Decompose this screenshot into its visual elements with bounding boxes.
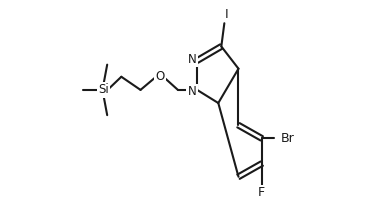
Text: F: F: [258, 186, 265, 199]
Text: Si: Si: [98, 83, 108, 96]
Text: N: N: [187, 53, 197, 66]
Text: N: N: [187, 85, 197, 98]
Text: I: I: [225, 8, 228, 21]
Text: Br: Br: [280, 132, 294, 145]
Text: O: O: [155, 70, 164, 83]
